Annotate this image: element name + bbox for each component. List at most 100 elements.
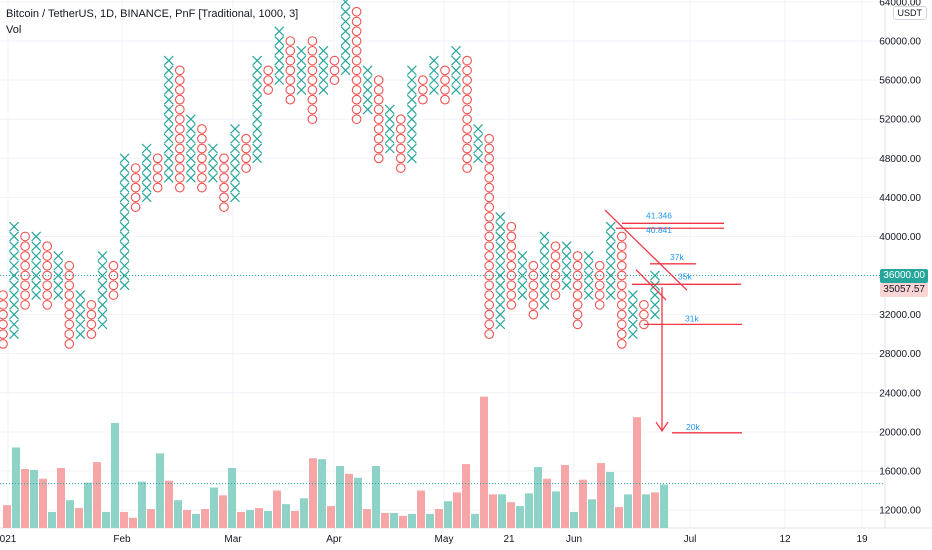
volume-bar — [408, 513, 416, 528]
x-box — [141, 153, 152, 164]
x-box — [163, 143, 174, 154]
x-box — [561, 241, 572, 252]
currency-button[interactable]: USDT — [892, 6, 927, 20]
o-box — [0, 299, 8, 310]
x-box — [31, 241, 42, 252]
time-tick-label: Apr — [326, 534, 342, 545]
o-box — [616, 231, 627, 242]
x-box — [384, 124, 395, 134]
o-box — [484, 251, 495, 261]
o-box — [462, 163, 472, 173]
x-box — [406, 143, 417, 154]
x-box — [163, 133, 174, 144]
o-box — [418, 94, 428, 105]
x-box — [362, 75, 373, 86]
o-box — [263, 75, 274, 85]
x-box — [53, 270, 64, 281]
volume-bar — [102, 511, 110, 528]
o-box — [307, 114, 318, 125]
x-box — [97, 260, 108, 271]
o-box — [484, 221, 495, 232]
x-box — [274, 36, 285, 46]
o-box — [64, 329, 75, 339]
o-box — [462, 143, 472, 154]
x-box — [605, 231, 616, 242]
o-box — [572, 280, 583, 291]
o-box — [373, 114, 384, 125]
o-box — [639, 299, 649, 310]
volume-bar — [228, 467, 236, 528]
o-box — [616, 270, 627, 281]
o-box — [351, 75, 362, 85]
o-box — [550, 241, 561, 252]
o-box — [639, 309, 649, 320]
o-box — [418, 85, 428, 95]
current-price-badge: 35057.57 — [880, 282, 928, 297]
x-box — [605, 290, 616, 300]
symbol-title[interactable]: Bitcoin / TetherUS, 1D, BINANCE, PnF [Tr… — [6, 8, 299, 20]
x-box — [9, 221, 19, 232]
o-box — [307, 94, 318, 105]
x-box — [539, 251, 550, 261]
volume-bar — [435, 509, 443, 528]
x-box — [230, 182, 240, 193]
volume-bar — [309, 458, 317, 528]
o-box — [395, 124, 406, 134]
x-box — [119, 192, 130, 203]
price-tick-label: 40000.00 — [879, 232, 921, 243]
o-box — [528, 299, 539, 310]
o-box — [572, 260, 583, 271]
x-box — [495, 260, 506, 271]
x-box — [406, 75, 417, 86]
x-box — [384, 143, 395, 154]
x-box — [230, 143, 240, 154]
x-box — [340, 16, 351, 27]
volume-bar — [525, 493, 533, 528]
x-box — [539, 260, 550, 271]
o-box — [616, 251, 627, 261]
o-box — [174, 75, 185, 85]
o-box — [528, 309, 539, 320]
x-box — [252, 114, 263, 125]
x-box — [605, 241, 616, 252]
o-box — [484, 153, 495, 164]
volume-bar — [642, 494, 650, 528]
x-box — [141, 182, 152, 193]
x-box — [75, 290, 86, 300]
o-box — [484, 163, 495, 173]
o-box — [462, 104, 472, 115]
o-box — [174, 133, 185, 144]
o-box — [484, 299, 495, 310]
o-box — [550, 251, 561, 261]
x-box — [119, 202, 130, 213]
x-box — [561, 280, 572, 291]
x-box — [9, 319, 19, 330]
x-box — [163, 124, 174, 134]
o-box — [351, 6, 362, 17]
volume-bar — [192, 513, 200, 528]
o-box — [484, 319, 495, 330]
x-box — [605, 270, 616, 281]
o-box — [20, 251, 30, 261]
x-box — [119, 251, 130, 261]
o-box — [307, 36, 318, 46]
o-box — [616, 299, 627, 310]
o-box — [373, 133, 384, 144]
x-box — [274, 75, 285, 86]
volume-bar — [57, 467, 65, 528]
volume-bar — [273, 490, 281, 528]
volume-indicator-label[interactable]: Vol — [6, 24, 22, 36]
o-box — [307, 85, 318, 95]
o-box — [395, 143, 406, 154]
o-box — [594, 280, 605, 291]
o-box — [506, 280, 517, 291]
x-box — [627, 299, 638, 310]
x-box — [406, 104, 417, 115]
x-box — [230, 163, 240, 173]
volume-bar — [174, 500, 182, 528]
x-box — [495, 211, 506, 222]
x-box — [75, 319, 86, 330]
trend-line — [604, 209, 688, 291]
x-box — [495, 309, 506, 320]
volume-bar — [48, 511, 56, 528]
